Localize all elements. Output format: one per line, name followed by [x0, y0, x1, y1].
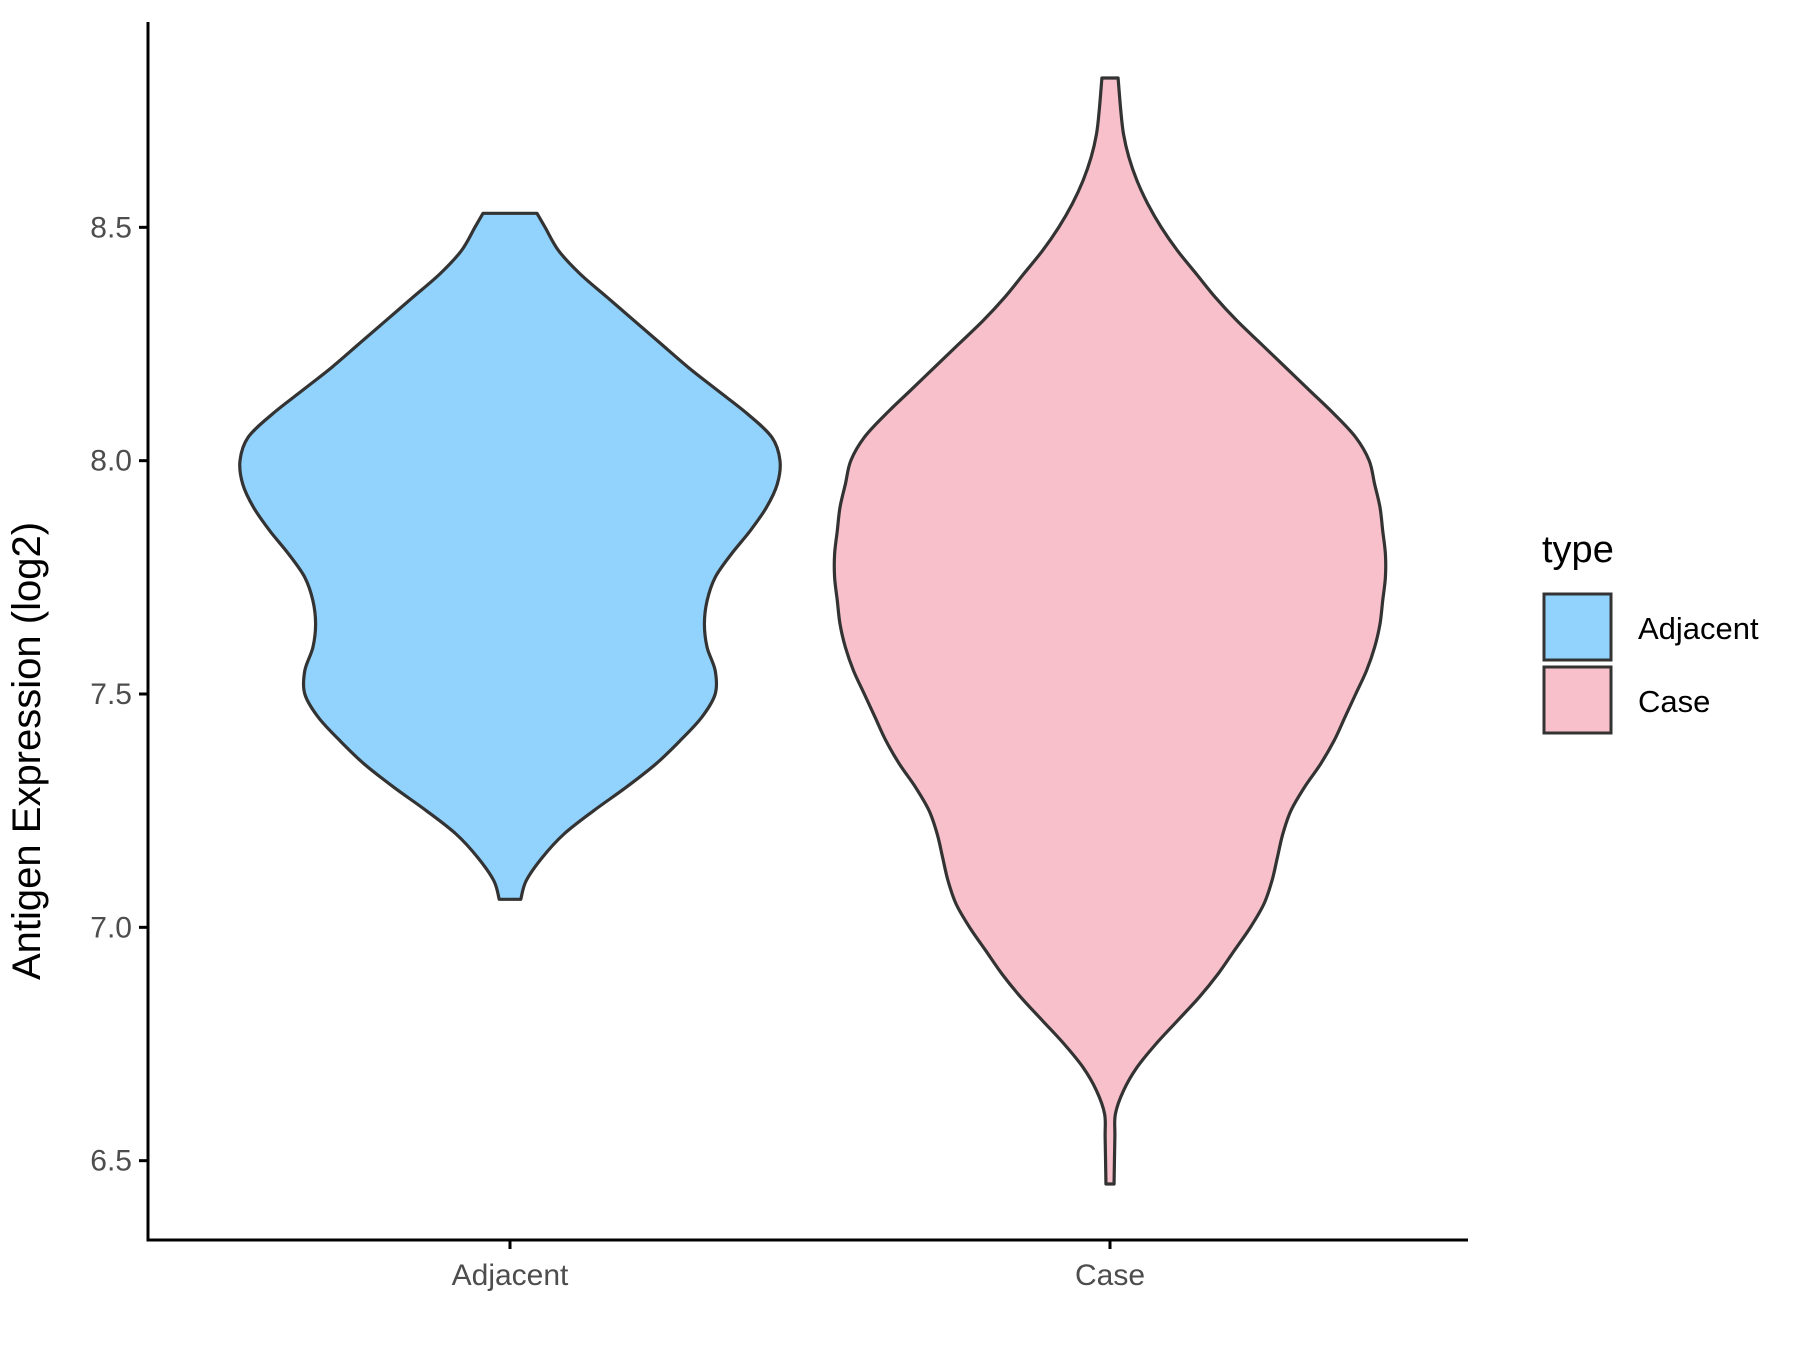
violin-adjacent: [238, 211, 782, 901]
plot-area: [238, 76, 1388, 1186]
legend-items: Adjacent Case: [1542, 592, 1759, 735]
x-tick-label: Case: [1075, 1259, 1145, 1292]
x-tick-label: Adjacent: [452, 1259, 569, 1292]
legend-label: Adjacent: [1638, 611, 1759, 646]
legend-title: type: [1542, 529, 1614, 571]
legend-key-adjacent: [1542, 592, 1613, 662]
y-tick-label: 8.0: [90, 445, 132, 478]
legend-key-case: [1542, 665, 1613, 735]
y-tick-label: 6.5: [90, 1145, 132, 1178]
y-tick-label: 7.0: [90, 911, 132, 944]
axes: 6.5 7.0 7.5 8.0 8.5 Adjacent Case Antigen Exp…: [5, 22, 1468, 1292]
y-axis-ticks: 6.5 7.0 7.5 8.0 8.5: [90, 211, 148, 1178]
y-axis-title: Antigen Expression (log2): [5, 522, 49, 980]
x-axis-ticks: Adjacent Case: [452, 1240, 1145, 1292]
legend: type Adjacent Case: [1542, 529, 1759, 735]
y-tick-label: 7.5: [90, 678, 132, 711]
violin-case: [832, 76, 1388, 1186]
y-tick-label: 8.5: [90, 211, 132, 244]
legend-label: Case: [1638, 684, 1710, 719]
